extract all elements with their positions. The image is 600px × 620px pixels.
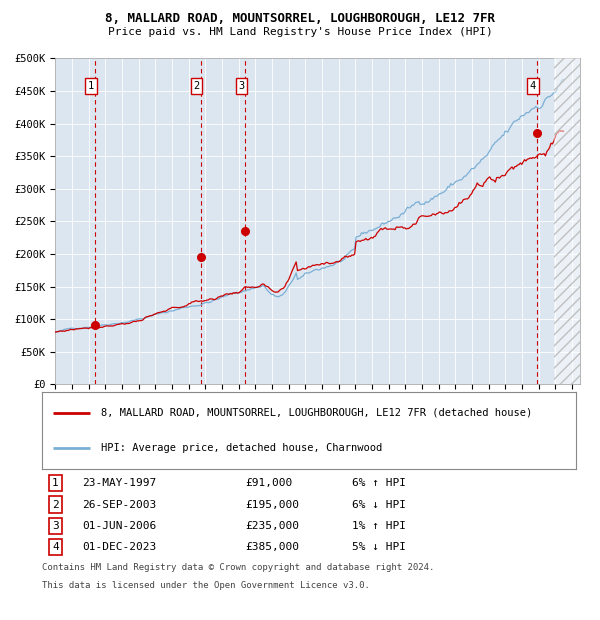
Text: Price paid vs. HM Land Registry's House Price Index (HPI): Price paid vs. HM Land Registry's House … <box>107 27 493 37</box>
Text: £235,000: £235,000 <box>245 521 299 531</box>
Text: Contains HM Land Registry data © Crown copyright and database right 2024.: Contains HM Land Registry data © Crown c… <box>42 563 434 572</box>
Text: 3: 3 <box>238 81 244 91</box>
Text: £385,000: £385,000 <box>245 542 299 552</box>
Bar <box>554 58 580 384</box>
Text: 3: 3 <box>52 521 59 531</box>
Text: 6% ↑ HPI: 6% ↑ HPI <box>352 478 406 488</box>
Text: £91,000: £91,000 <box>245 478 292 488</box>
Text: 01-DEC-2023: 01-DEC-2023 <box>82 542 156 552</box>
Text: 26-SEP-2003: 26-SEP-2003 <box>82 500 156 510</box>
Text: 1: 1 <box>52 478 59 488</box>
Text: 23-MAY-1997: 23-MAY-1997 <box>82 478 156 488</box>
Bar <box>554 58 580 384</box>
Text: 2: 2 <box>194 81 200 91</box>
Text: 1: 1 <box>88 81 94 91</box>
Text: 8, MALLARD ROAD, MOUNTSORREL, LOUGHBOROUGH, LE12 7FR (detached house): 8, MALLARD ROAD, MOUNTSORREL, LOUGHBOROU… <box>101 408 532 418</box>
Text: 4: 4 <box>52 542 59 552</box>
Text: 2: 2 <box>52 500 59 510</box>
Text: This data is licensed under the Open Government Licence v3.0.: This data is licensed under the Open Gov… <box>42 581 370 590</box>
Text: 8, MALLARD ROAD, MOUNTSORREL, LOUGHBOROUGH, LE12 7FR: 8, MALLARD ROAD, MOUNTSORREL, LOUGHBOROU… <box>105 12 495 25</box>
Text: 5% ↓ HPI: 5% ↓ HPI <box>352 542 406 552</box>
Text: 6% ↓ HPI: 6% ↓ HPI <box>352 500 406 510</box>
Text: 1% ↑ HPI: 1% ↑ HPI <box>352 521 406 531</box>
Text: 4: 4 <box>530 81 536 91</box>
Text: £195,000: £195,000 <box>245 500 299 510</box>
Text: 01-JUN-2006: 01-JUN-2006 <box>82 521 156 531</box>
Text: HPI: Average price, detached house, Charnwood: HPI: Average price, detached house, Char… <box>101 443 382 453</box>
